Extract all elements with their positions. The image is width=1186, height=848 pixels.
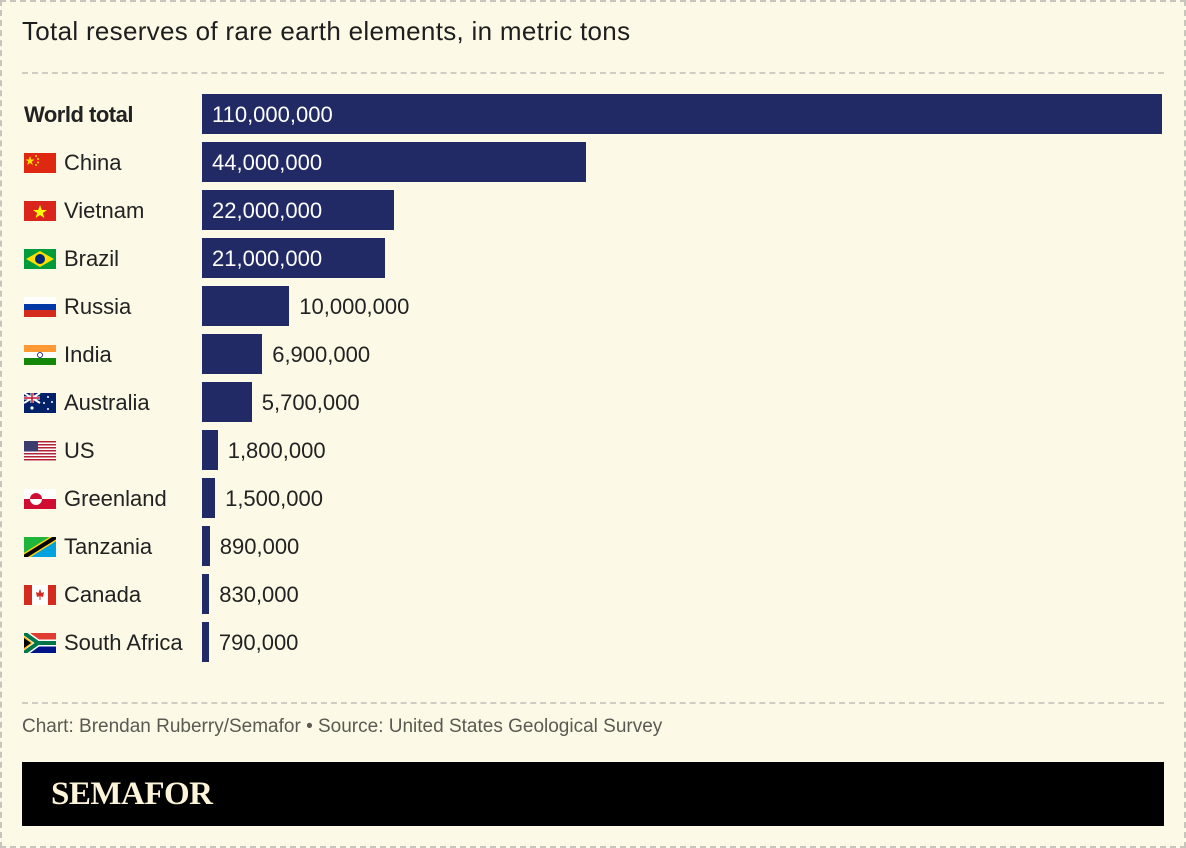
bar-row: China 44,000,000 [24, 142, 1164, 182]
chart-credit: Chart: Brendan Ruberry/Semafor • Source:… [22, 716, 663, 737]
bar [202, 574, 210, 614]
bar [202, 238, 386, 278]
south-africa-flag-icon [24, 633, 56, 653]
value-label: 44,000,000 [212, 150, 323, 175]
australia-flag-icon [24, 393, 56, 413]
chart-title: Total reserves of rare earth elements, i… [22, 16, 631, 46]
bar [202, 382, 252, 422]
divider [22, 702, 1164, 704]
india-flag-icon [24, 345, 56, 365]
canada-flag-icon [24, 585, 56, 605]
category-label: World total [24, 102, 133, 127]
value-label: 790,000 [218, 630, 299, 655]
value-label: 21,000,000 [212, 246, 323, 271]
bar [202, 286, 290, 326]
category-label: Vietnam [64, 198, 145, 223]
semafor-logo: SEMAFOR [51, 776, 213, 812]
bar-row: World total 110,000,000 [24, 94, 1164, 134]
value-label: 1,800,000 [227, 438, 326, 463]
bar [202, 142, 586, 182]
bar-row: Brazil 21,000,000 [24, 238, 1164, 278]
vietnam-flag-icon [24, 201, 56, 221]
category-label: US [64, 438, 95, 463]
bar-row: Tanzania 890,000 [24, 526, 1164, 566]
category-label: India [64, 342, 112, 367]
value-label: 6,900,000 [272, 342, 371, 367]
brazil-flag-icon [24, 249, 56, 269]
bar-row: Russia 10,000,000 [24, 286, 1164, 326]
bar [202, 526, 210, 566]
bar-row: Australia 5,700,000 [24, 382, 1164, 422]
bar-row: India 6,900,000 [24, 334, 1164, 374]
bar [202, 94, 1162, 134]
china-flag-icon [24, 153, 56, 173]
category-label: China [64, 150, 122, 175]
bar-row: Greenland 1,500,000 [24, 478, 1164, 518]
value-label: 1,500,000 [225, 486, 323, 511]
bar-row: Vietnam 22,000,000 [24, 190, 1164, 230]
value-label: 5,700,000 [261, 390, 360, 415]
bar [202, 622, 209, 662]
tanzania-flag-icon [24, 537, 56, 557]
category-label: Russia [64, 294, 132, 319]
greenland-flag-icon [24, 489, 56, 509]
category-label: Australia [64, 390, 150, 415]
value-label: 110,000,000 [212, 102, 333, 127]
us-flag-icon [24, 441, 56, 461]
category-label: Greenland [64, 486, 167, 511]
bar [202, 430, 218, 470]
category-label: South Africa [64, 630, 183, 655]
value-label: 830,000 [219, 582, 299, 607]
category-label: Brazil [64, 246, 120, 271]
bar [202, 190, 394, 230]
bar [202, 478, 216, 518]
category-label: Canada [64, 582, 142, 607]
bar-row: US 1,800,000 [24, 430, 1164, 470]
value-label: 10,000,000 [299, 294, 410, 319]
bar [202, 334, 263, 374]
bar-row: South Africa 790,000 [24, 622, 1164, 662]
semafor-logo-banner: SEMAFOR [22, 762, 1164, 826]
value-label: 22,000,000 [212, 198, 323, 223]
divider [22, 72, 1164, 74]
russia-flag-icon [24, 297, 56, 317]
bar-row: Canada 830,000 [24, 574, 1164, 614]
category-label: Tanzania [64, 534, 153, 559]
value-label: 890,000 [219, 534, 300, 559]
